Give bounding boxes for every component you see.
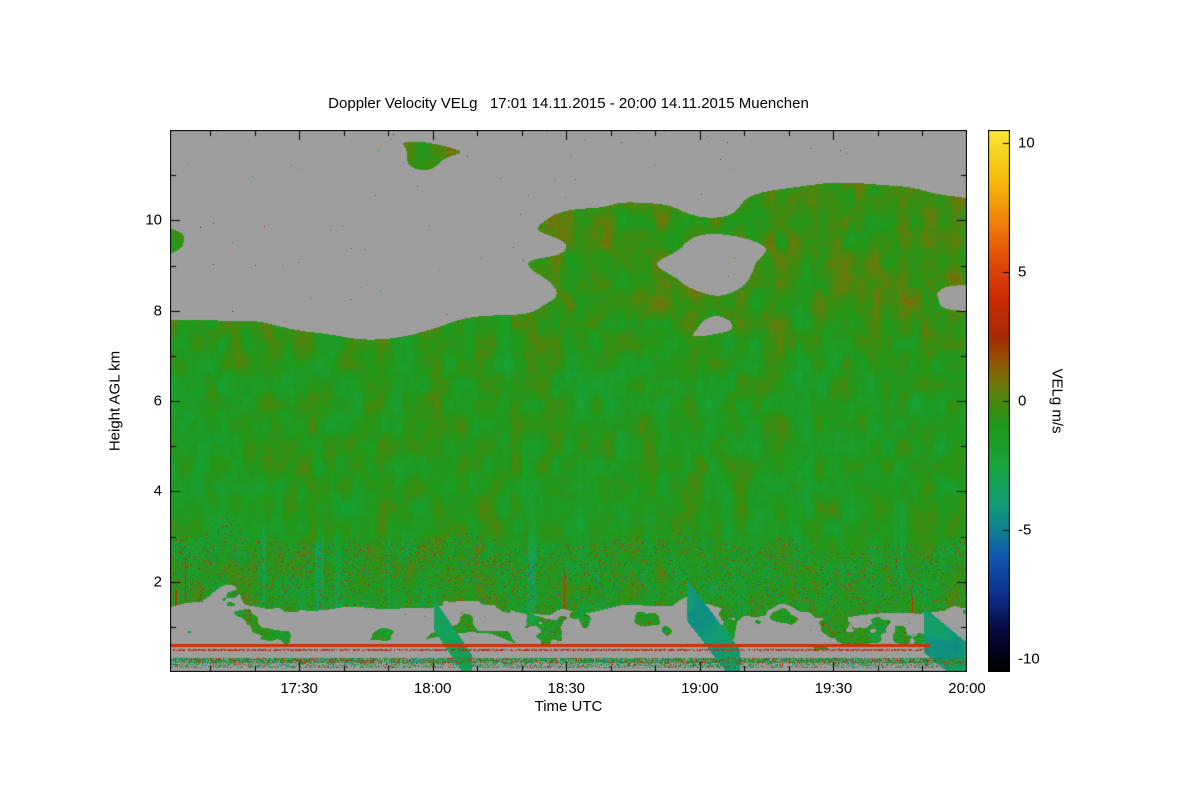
y-tick-label: 10 — [145, 211, 162, 229]
x-tick-label: 19:30 — [814, 680, 853, 697]
y-tick-label: 8 — [153, 302, 162, 320]
y-tick-label: 2 — [153, 573, 162, 591]
heatmap-canvas — [170, 130, 967, 672]
colorbar-tick-label: 10 — [1018, 134, 1035, 152]
y-axis-label: Height AGL km — [106, 350, 124, 452]
x-axis-label: Time UTC — [534, 698, 603, 715]
x-tick-label: 17:30 — [280, 680, 318, 697]
colorbar-canvas — [988, 130, 1010, 672]
colorbar-tick-label: -10 — [1018, 650, 1040, 668]
x-tick-label: 20:00 — [948, 680, 986, 697]
colorbar-tick-label: -5 — [1018, 521, 1032, 539]
colorbar-tick-label: 5 — [1018, 263, 1027, 281]
x-tick-label: 18:00 — [413, 680, 452, 697]
x-tick-label: 18:30 — [547, 680, 586, 697]
colorbar-tick-label: 0 — [1018, 392, 1027, 410]
y-tick-label: 4 — [153, 482, 162, 500]
chart-title: Doppler Velocity VELg 17:01 14.11.2015 -… — [328, 95, 809, 112]
y-tick-label: 6 — [153, 392, 162, 410]
colorbar-label: VELg m/s — [1048, 368, 1066, 434]
x-tick-label: 19:00 — [681, 680, 719, 697]
